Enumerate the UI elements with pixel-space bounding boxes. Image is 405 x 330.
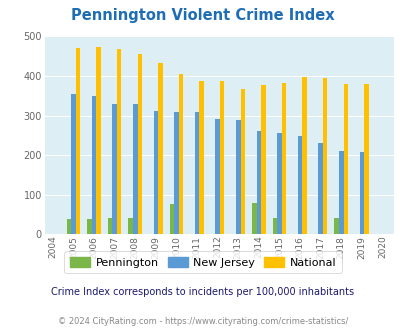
Bar xyxy=(334,218,338,234)
Bar xyxy=(96,47,101,234)
Legend: Pennington, New Jersey, National: Pennington, New Jersey, National xyxy=(64,251,341,273)
Bar xyxy=(215,119,220,234)
Bar xyxy=(343,84,347,234)
Bar xyxy=(108,218,112,234)
Text: Crime Index corresponds to incidents per 100,000 inhabitants: Crime Index corresponds to incidents per… xyxy=(51,287,354,297)
Bar xyxy=(359,152,363,234)
Bar xyxy=(87,219,92,234)
Bar xyxy=(252,203,256,234)
Bar xyxy=(117,50,121,234)
Bar xyxy=(137,54,142,234)
Text: Pennington Violent Crime Index: Pennington Violent Crime Index xyxy=(71,8,334,23)
Bar xyxy=(220,81,224,234)
Bar xyxy=(174,112,178,234)
Bar xyxy=(194,112,199,234)
Bar xyxy=(256,131,260,234)
Text: © 2024 CityRating.com - https://www.cityrating.com/crime-statistics/: © 2024 CityRating.com - https://www.city… xyxy=(58,317,347,326)
Bar xyxy=(235,120,240,234)
Bar xyxy=(363,84,368,234)
Bar xyxy=(318,143,322,234)
Bar xyxy=(76,48,80,234)
Bar xyxy=(302,77,306,234)
Bar xyxy=(71,94,76,234)
Bar xyxy=(240,89,245,234)
Bar xyxy=(322,78,327,234)
Bar xyxy=(158,63,162,234)
Bar xyxy=(66,219,71,234)
Bar xyxy=(128,218,133,234)
Bar xyxy=(178,74,183,234)
Bar xyxy=(199,81,203,234)
Bar xyxy=(153,111,158,234)
Bar xyxy=(272,218,277,234)
Bar xyxy=(281,82,286,234)
Bar xyxy=(338,151,343,234)
Bar xyxy=(277,133,281,234)
Bar xyxy=(112,104,117,234)
Bar xyxy=(169,204,174,234)
Bar xyxy=(297,137,302,234)
Bar xyxy=(92,96,96,234)
Bar xyxy=(260,85,265,234)
Bar xyxy=(133,104,137,234)
